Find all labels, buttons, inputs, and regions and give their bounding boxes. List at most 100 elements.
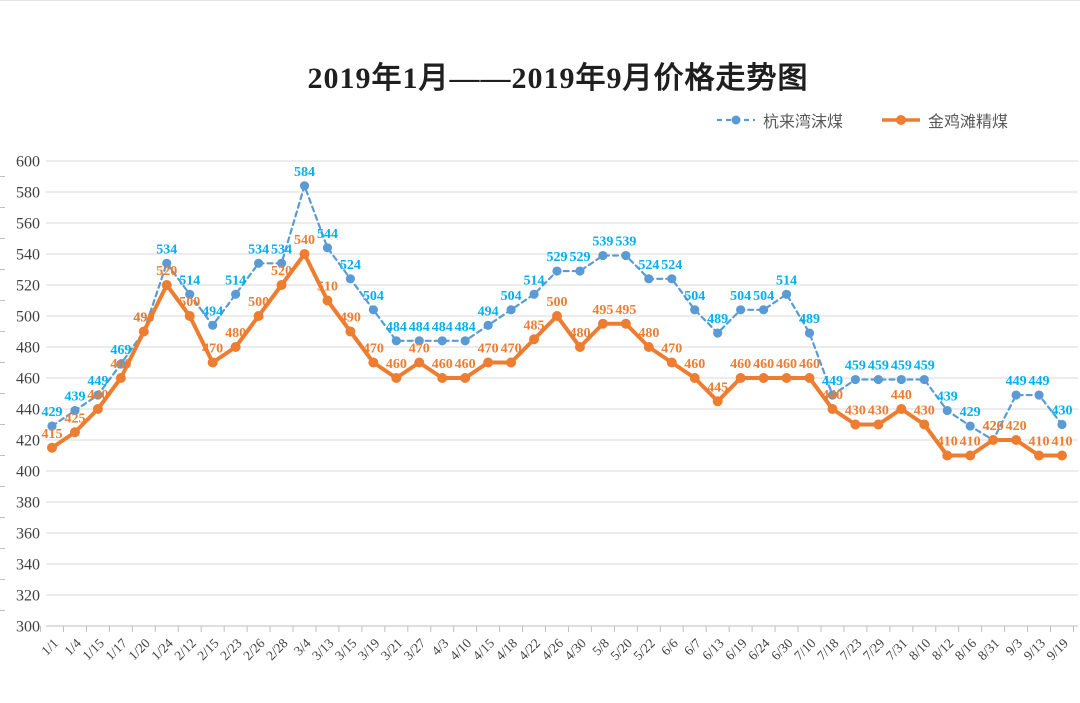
data-label-0: 504 <box>730 289 751 304</box>
data-label-0: 449 <box>1006 374 1027 389</box>
x-tick-label: 3/21 <box>378 636 406 664</box>
x-tick-label: 8/10 <box>906 635 934 663</box>
series-marker-1 <box>597 318 608 329</box>
series-marker-0 <box>713 328 723 338</box>
x-tick-label: 8/31 <box>975 636 1003 664</box>
series-marker-1 <box>873 419 884 430</box>
series-marker-1 <box>460 373 471 383</box>
data-label-1: 410 <box>960 435 981 450</box>
series-marker-1 <box>368 357 379 368</box>
data-label-0: 584 <box>294 165 315 180</box>
data-label-0: 484 <box>409 320 430 335</box>
y-tick-label: 600 <box>16 154 40 171</box>
x-tick-label: 4/10 <box>447 635 475 663</box>
series-marker-0 <box>850 374 861 385</box>
data-label-1: 460 <box>110 357 131 372</box>
x-tick-label: 4/26 <box>539 635 567 663</box>
data-label-1: 480 <box>225 326 246 341</box>
y-tick-label: 360 <box>16 526 40 543</box>
data-label-1: 470 <box>501 342 522 357</box>
data-label-1: 430 <box>845 404 866 419</box>
x-tick-label: 8/12 <box>929 636 957 664</box>
data-label-1: 470 <box>661 342 682 357</box>
series-marker-0 <box>162 258 172 268</box>
data-label-0: 514 <box>524 273 545 288</box>
data-label-1: 490 <box>340 311 361 326</box>
x-tick-label: 8/16 <box>952 635 980 663</box>
data-label-1: 500 <box>547 295 568 310</box>
series-marker-0 <box>552 266 562 276</box>
series-marker-1 <box>69 427 80 438</box>
series-marker-1 <box>138 326 149 337</box>
y-tick-label: 500 <box>16 309 40 326</box>
data-label-1: 495 <box>592 303 613 318</box>
series-marker-0 <box>93 390 103 400</box>
data-label-0: 529 <box>547 250 568 265</box>
x-tick-label: 3/13 <box>309 635 337 663</box>
series-marker-0 <box>391 336 401 346</box>
x-tick-label: 2/26 <box>240 635 268 663</box>
series-marker-0 <box>208 320 218 330</box>
data-label-0: 544 <box>317 227 338 242</box>
data-label-0: 539 <box>615 235 636 250</box>
x-tick-label: 2/28 <box>263 635 291 663</box>
x-tick-label: 9/19 <box>1044 635 1072 663</box>
data-label-0: 449 <box>1029 374 1050 389</box>
series-marker-1 <box>253 311 264 321</box>
series-marker-0 <box>116 359 126 369</box>
data-label-0: 534 <box>248 242 269 257</box>
data-label-0: 439 <box>64 390 85 405</box>
y-tick-label: 460 <box>16 371 40 388</box>
series-marker-1 <box>942 450 953 461</box>
series-marker-0 <box>1057 419 1067 430</box>
series-marker-0 <box>598 250 608 261</box>
data-label-0: 484 <box>455 320 476 335</box>
data-label-1: 460 <box>455 357 476 372</box>
data-label-0: 484 <box>386 320 407 335</box>
series-marker-1 <box>506 357 517 368</box>
series-marker-1 <box>1034 450 1045 461</box>
data-label-1: 460 <box>432 357 453 372</box>
x-tick-label: 1/15 <box>79 635 107 663</box>
series-marker-1 <box>1011 435 1022 445</box>
data-label-1: 420 <box>1006 419 1027 434</box>
x-tick-label: 7/18 <box>814 635 842 663</box>
x-tick-label: 1/17 <box>102 635 130 663</box>
data-label-0: 459 <box>891 359 912 374</box>
data-label-0: 529 <box>569 250 590 265</box>
data-label-1: 410 <box>1052 435 1073 450</box>
data-label-0: 494 <box>478 304 499 319</box>
series-marker-1 <box>781 373 792 383</box>
series-marker-1 <box>620 318 631 329</box>
series-marker-0 <box>667 274 677 284</box>
data-label-1: 470 <box>478 342 499 357</box>
legend-label-hanglaiwan: 杭来湾沫煤 <box>762 114 843 131</box>
series-marker-1 <box>552 311 562 321</box>
x-tick-label: 6/6 <box>658 635 681 658</box>
series-marker-0 <box>736 305 746 315</box>
series-marker-1 <box>345 326 356 337</box>
series-marker-1 <box>299 249 310 259</box>
x-tick-label: 2/12 <box>171 636 199 664</box>
data-label-1: 480 <box>569 326 590 341</box>
data-label-1: 470 <box>202 342 223 357</box>
data-label-0: 459 <box>845 359 866 374</box>
series-marker-0 <box>942 405 952 416</box>
x-tick-label: 4/30 <box>561 635 589 663</box>
legend: 杭来湾沫煤 金鸡滩精煤 <box>716 108 1008 132</box>
data-label-0: 459 <box>868 359 889 374</box>
series-marker-0 <box>804 328 815 338</box>
x-tick-label: 7/23 <box>837 635 865 663</box>
data-label-1: 445 <box>707 380 728 395</box>
y-tick-label: 580 <box>16 185 40 202</box>
series-marker-0 <box>231 289 241 299</box>
series-marker-1 <box>965 450 976 461</box>
series-marker-1 <box>414 357 425 368</box>
series-marker-1 <box>919 419 930 430</box>
data-label-0: 524 <box>661 258 682 273</box>
series-marker-1 <box>712 396 723 407</box>
series-marker-0 <box>299 181 310 191</box>
series-marker-1 <box>115 373 126 383</box>
series-marker-1 <box>758 373 769 383</box>
